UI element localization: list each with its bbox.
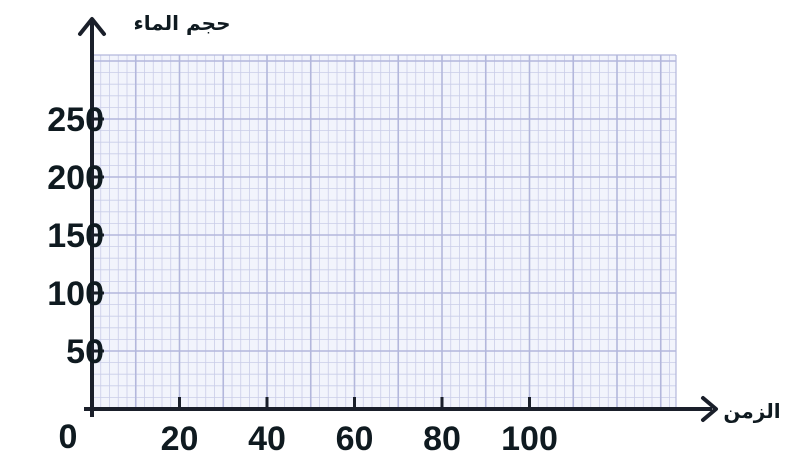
y-tick-label: 150 (47, 217, 104, 255)
y-tick-label: 250 (47, 101, 104, 139)
x-tick-label: 100 (501, 420, 558, 456)
x-tick-labels: 20 40 60 80 100 (161, 420, 558, 456)
x-tick-label: 40 (248, 420, 286, 456)
major-grid (92, 54, 677, 409)
y-axis-arrowhead (78, 17, 106, 36)
y-tick-label: 200 (47, 159, 104, 197)
y-tick-label: 50 (66, 333, 104, 371)
y-tick-label: 100 (47, 275, 104, 313)
x-tick-label: 60 (336, 420, 374, 456)
y-axis-title: حجم الماء (134, 11, 231, 35)
x-tick-label: 20 (161, 420, 199, 456)
y-tick-labels: 50 100 150 200 250 (47, 101, 104, 371)
grid-paper (92, 55, 676, 409)
x-axis-title: الزمن (723, 399, 780, 423)
x-axis-arrowhead (701, 396, 718, 422)
x-tick-label: 80 (423, 420, 461, 456)
origin-label: 0 (59, 418, 78, 456)
